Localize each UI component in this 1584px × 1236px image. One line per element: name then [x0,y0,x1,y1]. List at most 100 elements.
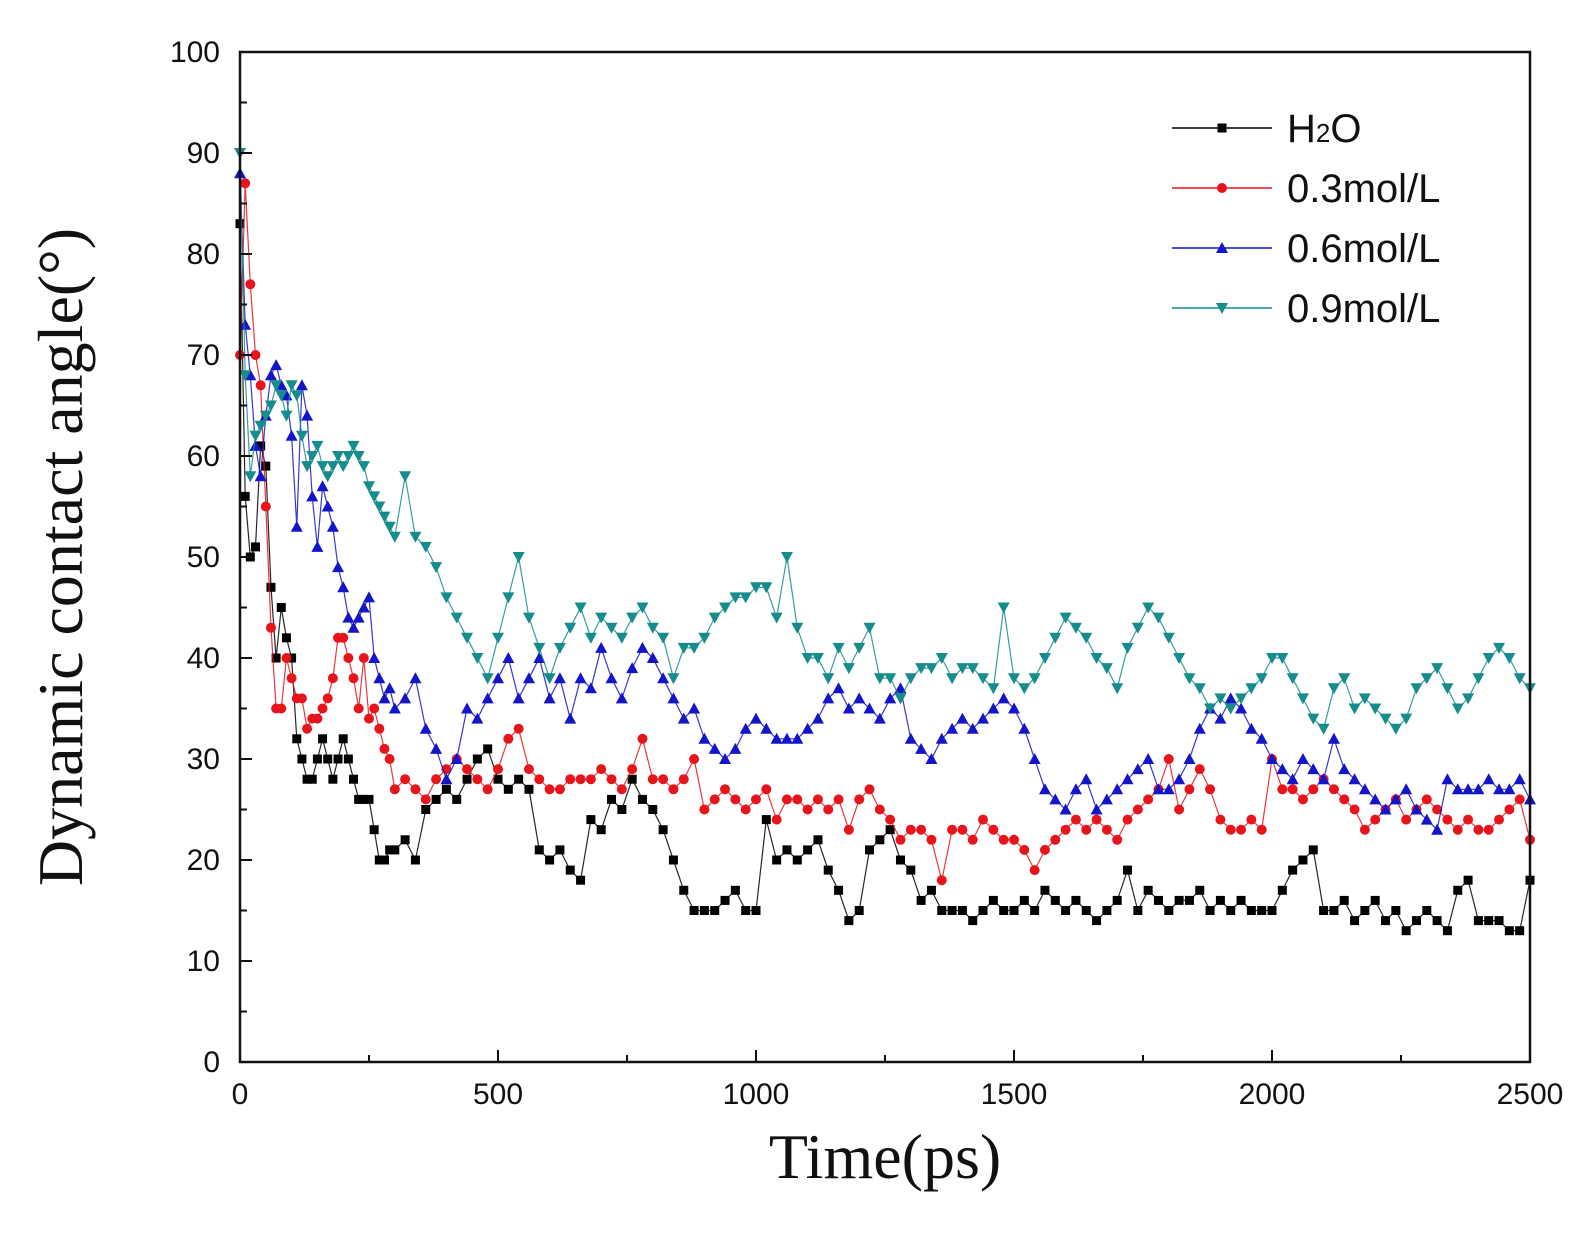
data-point [481,692,494,704]
data-point [1462,693,1475,705]
data-point [751,794,761,805]
data-point [988,824,999,835]
data-point [997,602,1010,614]
data-point [1513,773,1526,785]
data-point [1174,804,1185,815]
data-point [1194,764,1205,775]
data-point [719,753,732,764]
data-point [1019,895,1029,905]
data-point [462,774,472,784]
data-point [616,784,627,795]
data-point [708,742,721,754]
data-point [264,400,277,412]
data-point [301,461,314,473]
data-point [1420,673,1433,685]
data-point [1358,693,1371,705]
data-point [1483,824,1494,835]
data-point [564,712,577,724]
data-point [987,702,1000,714]
y-tick-label: 30 [187,743,220,776]
data-point [956,663,969,675]
data-point [1123,865,1133,875]
data-point [1092,916,1102,926]
data-point [472,754,482,764]
data-point [363,591,375,603]
data-point [740,804,751,815]
data-point [493,764,503,775]
y-tick-label: 0 [203,1046,220,1079]
data-point [316,480,329,492]
data-point [1152,612,1165,624]
data-point [1069,783,1082,795]
data-point [760,722,773,734]
data-point [801,653,814,664]
data-point [811,712,824,724]
data-point [534,845,544,855]
data-point [369,703,380,714]
data-point [586,815,596,825]
data-point [352,611,365,623]
data-point [1163,754,1174,764]
data-point [576,875,586,885]
data-point [842,702,855,714]
data-point [1287,784,1298,795]
data-point [1183,673,1196,685]
data-point [792,855,802,865]
data-point [770,612,783,624]
data-point [440,592,453,604]
data-point [1028,753,1041,764]
data-point [1420,813,1433,825]
data-point [254,470,267,482]
data-point [1061,906,1071,915]
data-point [1360,906,1370,915]
data-point [1422,906,1432,915]
data-point [276,603,286,612]
data-point [1317,723,1330,735]
data-point [968,916,978,926]
data-point [281,633,291,643]
data-point [461,702,474,714]
data-point [1236,824,1247,835]
data-point [249,430,262,442]
data-point [1288,865,1298,875]
data-point [1431,663,1444,675]
data-point [646,622,659,634]
data-point [966,663,979,675]
data-point [1255,732,1268,744]
data-point [522,672,535,684]
data-point [400,774,411,785]
data-point [1112,834,1123,845]
data-point [503,733,514,744]
data-point [553,672,566,684]
data-point [657,672,670,684]
data-point [833,794,844,805]
data-point [338,632,349,643]
data-point [1184,784,1195,795]
data-point [617,805,627,814]
data-point [353,703,364,714]
data-point [1484,916,1494,926]
data-point [1121,773,1134,785]
data-point [285,380,298,392]
data-point [626,612,639,624]
data-point [1195,885,1205,895]
data-point [812,794,823,805]
legend-item: 0.9mol/L [1172,287,1440,331]
data-point [1205,784,1216,795]
data-point [471,653,484,664]
x-tick-label: 1000 [723,1078,790,1111]
data-point [311,440,324,452]
data-point [543,692,556,704]
data-point [312,713,323,724]
data-point [1473,824,1484,835]
data-point [281,653,292,663]
data-point [658,825,668,835]
data-point [544,784,555,795]
data-point [522,612,535,624]
data-point [801,722,814,734]
data-point [354,794,364,804]
data-point [264,369,277,381]
data-point [894,693,907,705]
data-point [270,380,283,392]
data-point [276,703,287,714]
